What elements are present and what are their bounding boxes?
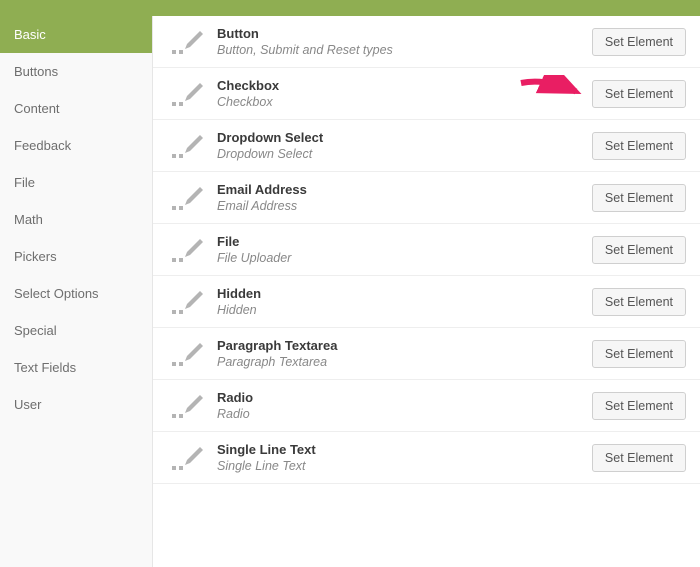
set-element-button[interactable]: Set Element bbox=[592, 132, 686, 160]
sidebar-item-label: File bbox=[14, 175, 35, 190]
pencil-icon bbox=[163, 236, 213, 264]
main-container: Basic Buttons Content Feedback File Math Picke… bbox=[0, 16, 700, 567]
set-element-button[interactable]: Set Element bbox=[592, 28, 686, 56]
element-title: Email Address bbox=[217, 182, 592, 197]
sidebar: Basic Buttons Content Feedback File Math Picke… bbox=[0, 16, 153, 567]
element-description: File Uploader bbox=[217, 251, 592, 265]
element-description: Dropdown Select bbox=[217, 147, 592, 161]
sidebar-item-math[interactable]: Math bbox=[0, 201, 152, 238]
sidebar-item-feedback[interactable]: Feedback bbox=[0, 127, 152, 164]
pencil-icon bbox=[163, 132, 213, 160]
element-title: Paragraph Textarea bbox=[217, 338, 592, 353]
element-description: Single Line Text bbox=[217, 459, 592, 473]
sidebar-item-special[interactable]: Special bbox=[0, 312, 152, 349]
element-row: Checkbox CheckboxSet Element bbox=[153, 68, 700, 120]
pencil-icon bbox=[163, 184, 213, 212]
sidebar-item-label: Select Options bbox=[14, 286, 99, 301]
button-cell: Set Element bbox=[592, 132, 686, 160]
element-text: Radio Radio bbox=[213, 390, 592, 421]
set-element-button[interactable]: Set Element bbox=[592, 236, 686, 264]
element-description: Checkbox bbox=[217, 95, 592, 109]
set-element-button[interactable]: Set Element bbox=[592, 80, 686, 108]
element-title: Single Line Text bbox=[217, 442, 592, 457]
button-cell: Set Element bbox=[592, 444, 686, 472]
element-row: File File UploaderSet Element bbox=[153, 224, 700, 276]
set-element-button[interactable]: Set Element bbox=[592, 444, 686, 472]
pencil-icon bbox=[163, 340, 213, 368]
element-description: Email Address bbox=[217, 199, 592, 213]
pencil-icon bbox=[163, 80, 213, 108]
element-title: Checkbox bbox=[217, 78, 592, 93]
element-title: Radio bbox=[217, 390, 592, 405]
element-description: Radio bbox=[217, 407, 592, 421]
element-row: Email Address Email AddressSet Element bbox=[153, 172, 700, 224]
element-text: Hidden Hidden bbox=[213, 286, 592, 317]
button-cell: Set Element bbox=[592, 28, 686, 56]
button-cell: Set Element bbox=[592, 236, 686, 264]
sidebar-item-label: User bbox=[14, 397, 41, 412]
element-title: File bbox=[217, 234, 592, 249]
element-title: Hidden bbox=[217, 286, 592, 301]
element-row: Paragraph Textarea Paragraph TextareaSet … bbox=[153, 328, 700, 380]
sidebar-item-label: Content bbox=[14, 101, 60, 116]
sidebar-item-text-fields[interactable]: Text Fields bbox=[0, 349, 152, 386]
element-text: Paragraph Textarea Paragraph Textarea bbox=[213, 338, 592, 369]
element-row: Hidden HiddenSet Element bbox=[153, 276, 700, 328]
button-cell: Set Element bbox=[592, 80, 686, 108]
pencil-icon bbox=[163, 288, 213, 316]
sidebar-item-label: Buttons bbox=[14, 64, 58, 79]
pencil-icon bbox=[163, 28, 213, 56]
sidebar-item-label: Basic bbox=[14, 27, 46, 42]
element-row: Dropdown Select Dropdown SelectSet Elemen… bbox=[153, 120, 700, 172]
element-title: Dropdown Select bbox=[217, 130, 592, 145]
sidebar-item-buttons[interactable]: Buttons bbox=[0, 53, 152, 90]
set-element-button[interactable]: Set Element bbox=[592, 184, 686, 212]
element-text: Email Address Email Address bbox=[213, 182, 592, 213]
element-description: Hidden bbox=[217, 303, 592, 317]
set-element-button[interactable]: Set Element bbox=[592, 340, 686, 368]
sidebar-item-basic[interactable]: Basic bbox=[0, 16, 152, 53]
sidebar-item-label: Text Fields bbox=[14, 360, 76, 375]
top-accent-bar bbox=[0, 0, 700, 16]
element-title: Button bbox=[217, 26, 592, 41]
sidebar-item-user[interactable]: User bbox=[0, 386, 152, 423]
sidebar-item-label: Special bbox=[14, 323, 57, 338]
elements-list: ButtonButton, Submit and Reset typesSet … bbox=[153, 16, 700, 567]
element-text: Single Line Text Single Line Text bbox=[213, 442, 592, 473]
element-description: Paragraph Textarea bbox=[217, 355, 592, 369]
sidebar-item-pickers[interactable]: Pickers bbox=[0, 238, 152, 275]
element-row: Radio RadioSet Element bbox=[153, 380, 700, 432]
element-text: File File Uploader bbox=[213, 234, 592, 265]
sidebar-item-label: Math bbox=[14, 212, 43, 227]
button-cell: Set Element bbox=[592, 392, 686, 420]
button-cell: Set Element bbox=[592, 340, 686, 368]
element-text: Checkbox Checkbox bbox=[213, 78, 592, 109]
element-text: Button Button, Submit and Reset types bbox=[213, 26, 592, 57]
element-row: Button Button, Submit and Reset typesSet … bbox=[153, 16, 700, 68]
element-description: Button, Submit and Reset types bbox=[217, 43, 592, 57]
sidebar-item-file[interactable]: File bbox=[0, 164, 152, 201]
element-row: Single Line Text Single Line TextSet Elem… bbox=[153, 432, 700, 484]
sidebar-item-select-options[interactable]: Select Options bbox=[0, 275, 152, 312]
sidebar-item-label: Feedback bbox=[14, 138, 71, 153]
button-cell: Set Element bbox=[592, 184, 686, 212]
element-text: Dropdown Select Dropdown Select bbox=[213, 130, 592, 161]
sidebar-item-content[interactable]: Content bbox=[0, 90, 152, 127]
set-element-button[interactable]: Set Element bbox=[592, 288, 686, 316]
pencil-icon bbox=[163, 392, 213, 420]
pencil-icon bbox=[163, 444, 213, 472]
set-element-button[interactable]: Set Element bbox=[592, 392, 686, 420]
sidebar-item-label: Pickers bbox=[14, 249, 57, 264]
button-cell: Set Element bbox=[592, 288, 686, 316]
